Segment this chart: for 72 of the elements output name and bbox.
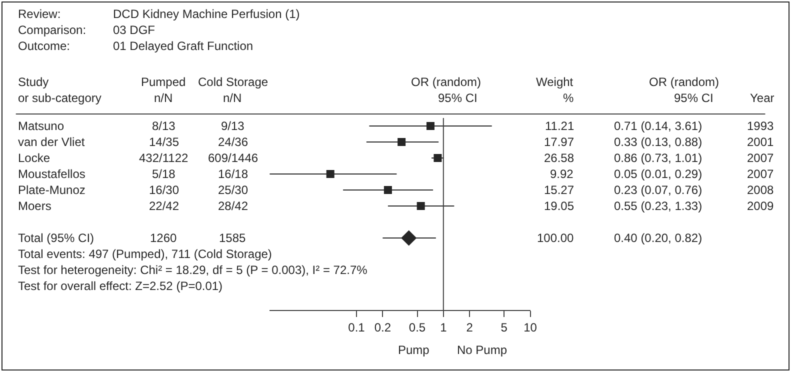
- annotation: Test for heterogeneity: Chi² = 18.29, df = 5 (P = 0.003), I² = 72.7%: [18, 263, 368, 277]
- x-tick-label: 10: [524, 320, 538, 334]
- text: No Pump: [457, 343, 508, 357]
- text: 16/18: [218, 167, 248, 181]
- text: Study: [18, 75, 49, 89]
- text: OR (random): [649, 75, 720, 89]
- text: 19.05: [544, 199, 574, 213]
- category-label: Plate-Munoz: [18, 183, 86, 197]
- data-label: 0.23 (0.07, 0.76): [614, 183, 702, 197]
- text: 1993: [747, 119, 774, 133]
- category-label: van der Vliet: [18, 135, 85, 149]
- text: 14/35: [149, 135, 180, 149]
- text: 2007: [747, 167, 774, 181]
- x-tick-label: 0.1: [348, 320, 366, 334]
- text: Outcome:: [18, 39, 70, 53]
- text: n/N: [154, 91, 173, 105]
- data-label: 0.55 (0.23, 1.33): [614, 199, 702, 213]
- text: Pump: [398, 343, 430, 357]
- text: 17.97: [544, 135, 574, 149]
- text: 22/42: [149, 199, 180, 213]
- x-tick-label: 5: [500, 320, 508, 334]
- text: 95% CI: [438, 91, 478, 105]
- category-label: Moustafellos: [18, 167, 86, 181]
- text: 15.27: [544, 183, 574, 197]
- text: Year: [750, 91, 774, 105]
- text: Pumped: [141, 75, 186, 89]
- text: 28/42: [218, 199, 248, 213]
- text: 8/13: [152, 119, 176, 133]
- text: 1260: [150, 231, 178, 245]
- text: 2001: [747, 135, 774, 149]
- text: 5/18: [152, 167, 176, 181]
- category-label: Total (95% CI): [18, 231, 94, 245]
- annotation: Total events: 497 (Pumped), 711 (Cold Storage): [18, 247, 272, 261]
- data-label: 0.05 (0.01, 0.29): [614, 167, 702, 181]
- text: 2009: [747, 199, 774, 213]
- text: Test for overall effect: Z=2.52 (P=0.01): [18, 279, 223, 293]
- data-label: 0.86 (0.73, 1.01): [614, 151, 702, 165]
- text: n/N: [223, 91, 242, 105]
- data-label: 0.71 (0.14, 3.61): [614, 119, 702, 133]
- text: 24/36: [218, 135, 248, 149]
- text: or sub-category: [18, 91, 102, 105]
- text: 100.00: [537, 231, 574, 245]
- text: 2008: [747, 183, 774, 197]
- text: 609/1446: [208, 151, 258, 165]
- text: 01 Delayed Graft Function: [113, 39, 254, 53]
- category-label: Moers: [18, 199, 52, 213]
- text: 95% CI: [674, 91, 714, 105]
- text: 0.40 (0.20, 0.82): [614, 231, 702, 245]
- text: 25/30: [218, 183, 248, 197]
- text: 9/13: [221, 119, 245, 133]
- data-label: 0.33 (0.13, 0.88): [614, 135, 702, 149]
- text: 26.58: [544, 151, 574, 165]
- text: Cold Storage: [198, 75, 268, 89]
- text: 432/1122: [139, 151, 188, 165]
- text: %: [563, 91, 574, 105]
- x-tick-label: 2: [466, 320, 474, 334]
- x-tick-label: 0.5: [408, 320, 426, 334]
- text: 11.21: [545, 119, 574, 133]
- text: DCD Kidney Machine Perfusion (1): [113, 7, 300, 21]
- text: 1585: [219, 231, 246, 245]
- text: 03 DGF: [113, 23, 156, 37]
- x-tick-label: 0.2: [374, 320, 392, 334]
- x-tick-label: 1: [440, 320, 448, 334]
- text: Weight: [536, 75, 574, 89]
- category-label: Matsuno: [18, 119, 64, 133]
- text: 2007: [747, 151, 774, 165]
- text: Review:: [18, 7, 61, 21]
- category-label: Locke: [18, 151, 50, 165]
- text: 9.92: [550, 167, 574, 181]
- text: OR (random): [411, 75, 482, 89]
- text: 16/30: [149, 183, 180, 197]
- text: Comparison:: [18, 23, 86, 37]
